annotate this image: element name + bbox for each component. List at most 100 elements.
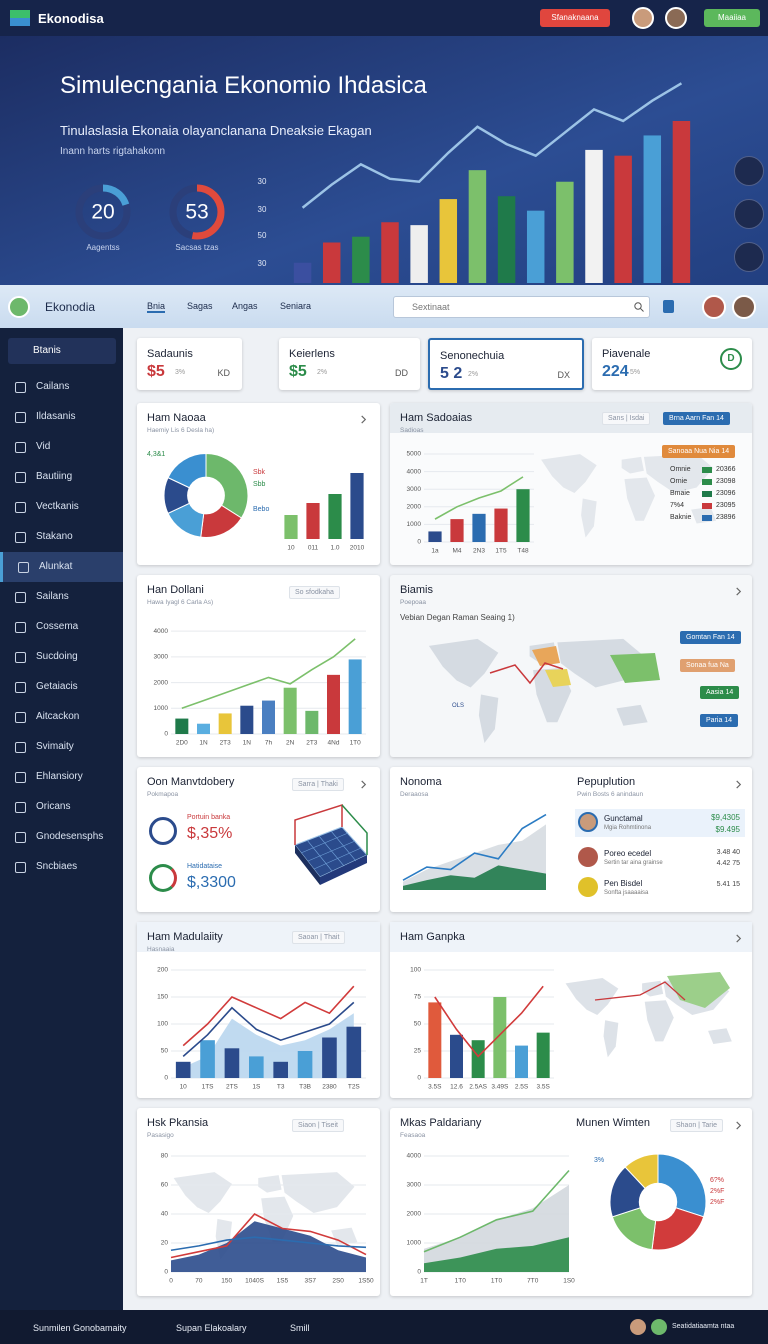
x-tick-label: 3S7	[304, 1278, 316, 1285]
y-tick-label: 60	[161, 1182, 169, 1189]
y-tick-label: 1000	[407, 1240, 422, 1247]
icon-button[interactable]	[734, 199, 764, 229]
chevron[interactable]	[734, 934, 743, 943]
footer-right: Seatidatiaamta ntaa	[672, 1323, 735, 1330]
nav-tab[interactable]: Angas	[232, 301, 258, 311]
sidebar-item[interactable]: Stakano	[0, 522, 123, 552]
icon[interactable]	[663, 300, 674, 313]
icon-button[interactable]	[734, 242, 764, 272]
row-value: 4.42 75	[716, 860, 740, 867]
avatar	[578, 812, 598, 832]
area	[403, 865, 546, 890]
chevron[interactable]	[734, 780, 743, 789]
row-label: Portuin banka	[187, 814, 231, 821]
legend-item: Baknie 23896	[670, 513, 745, 525]
hero: Simulecngania Ekonomio Ihdasica Tinulasl…	[0, 36, 768, 285]
sidebar-item[interactable]: Vectkanis	[0, 492, 123, 522]
bar	[240, 705, 254, 734]
green-button[interactable]: Maaiiaa	[704, 9, 760, 27]
hero-caption: Inann harts rigtahakonn	[60, 146, 166, 157]
line	[402, 813, 547, 881]
sidebar-item[interactable]: Alunkat	[0, 552, 123, 582]
panel-subtitle: Poepoaa	[400, 599, 427, 606]
bar-chart: 0 1000 2000 3000 4000 2D0 1N 2T3 1N 7h 2N 2T3 4Nd 1T0	[154, 628, 366, 747]
sidebar-item[interactable]: Sailans	[0, 582, 123, 612]
toggle[interactable]: Sans | Isdai	[602, 412, 651, 425]
toggle[interactable]: Saoan | Thait	[292, 931, 346, 944]
sidebar-item[interactable]: Svimaity	[0, 732, 123, 762]
avatar[interactable]	[632, 7, 654, 29]
bar	[516, 489, 530, 542]
pill[interactable]: So sfodkaha	[289, 586, 340, 599]
sidebar-item[interactable]: Cossema	[0, 612, 123, 642]
x-tick-label: 150	[221, 1278, 232, 1285]
search-box[interactable]: Sextinaat	[393, 296, 650, 318]
sidebar-item[interactable]: Bautiing	[0, 462, 123, 492]
footer-item[interactable]: Sunmilen Gonobamaity	[33, 1323, 127, 1333]
bar	[200, 1040, 215, 1078]
nav-tab[interactable]: Seniara	[280, 301, 312, 311]
footer-item[interactable]: Smill	[290, 1323, 310, 1333]
sidebar-item[interactable]: Vid	[0, 432, 123, 462]
sidebar-dropdown[interactable]: Btanis	[8, 338, 116, 364]
sidebar-item[interactable]: Aitcackon	[0, 702, 123, 732]
toggle[interactable]: Shaon | Tarie	[670, 1119, 723, 1132]
avatar[interactable]	[702, 295, 726, 319]
x-tick-label: 1TS	[202, 1084, 215, 1091]
pie-label: Bebo	[253, 506, 270, 513]
x-tick-label: 2S0	[332, 1278, 344, 1285]
x-tick-label: 70	[195, 1278, 203, 1285]
legend-value: 23095	[716, 502, 736, 509]
line	[434, 985, 544, 1058]
sidebar-item[interactable]: Gnodesensphs	[0, 822, 123, 852]
nav-tab[interactable]: Sagas	[187, 301, 213, 311]
avatar[interactable]	[665, 7, 687, 29]
chevron[interactable]	[734, 587, 743, 596]
panel-subtitle: Haemiy Lis 6 Desla ha)	[147, 427, 215, 434]
y-tick-label: 50	[161, 1048, 169, 1055]
y-tick-label: 2000	[154, 679, 169, 686]
top-bar: Ekonodisa Sfanaknaana Maaiiaa	[0, 0, 768, 36]
panel-title: Ham Sadoaias	[400, 412, 473, 424]
sidebar-item[interactable]: Oricans	[0, 792, 123, 822]
x-tick-label: 2N3	[473, 548, 485, 555]
area-chart: 0 20 40 60 80 0 70 150 1040S 1S5 3S7 2S0 1S50	[161, 1153, 374, 1285]
toggle[interactable]: Siaon | Tiseit	[292, 1119, 344, 1132]
chevron[interactable]	[359, 415, 368, 424]
kpi-badge: D	[720, 348, 742, 370]
chevron[interactable]	[734, 1121, 743, 1130]
bar	[284, 515, 298, 539]
sidebar-item[interactable]: Ehlansiory	[0, 762, 123, 792]
line	[423, 1169, 570, 1253]
chevron[interactable]	[359, 780, 368, 789]
sidebar-item[interactable]: Ildasanis	[0, 402, 123, 432]
donut-label: 6?%	[710, 1177, 725, 1184]
bar-chart: 0 1000 2000 3000 4000 5000 1a M4 2N3 1T5 T48	[407, 451, 534, 555]
bar	[493, 997, 507, 1078]
sidebar-item[interactable]: Getaiacis	[0, 672, 123, 702]
bar-chart: 0 25 50 75 100 3.5S 12.6 2.5AS 3.49S 2.5S 3.5S	[410, 967, 554, 1091]
bar	[643, 135, 662, 283]
legend-name: 7%4	[670, 502, 685, 509]
sidebar-item[interactable]: Sucdoing	[0, 642, 123, 672]
x-tick-label: 2TS	[226, 1084, 239, 1091]
sidebar-item[interactable]: Sncbiaes	[0, 852, 123, 882]
sidebar-item[interactable]: Cailans	[0, 372, 123, 402]
button[interactable]: Brna Aarn Fan 14	[663, 412, 730, 425]
bar	[328, 494, 342, 539]
nav-tab[interactable]: Bnia	[147, 301, 166, 313]
kpi-card: Sadaunis $5 3% KD	[137, 338, 242, 390]
toggle[interactable]: Sarra | Thaki	[292, 778, 344, 791]
y-tick-label: 100	[410, 967, 421, 974]
row-label: Hatidataise	[187, 863, 223, 870]
y-tick-label: 0	[164, 731, 168, 738]
bar	[450, 519, 464, 542]
bar	[262, 700, 275, 734]
avatar[interactable]	[732, 295, 756, 319]
area	[171, 1221, 366, 1272]
red-button[interactable]: Sfanaknaana	[540, 9, 610, 27]
icon-button[interactable]	[734, 156, 764, 186]
footer-item[interactable]: Supan Elakoalary	[176, 1323, 247, 1333]
kpi-note: 5%	[630, 369, 641, 376]
x-tick-label: 7T0	[527, 1278, 539, 1285]
